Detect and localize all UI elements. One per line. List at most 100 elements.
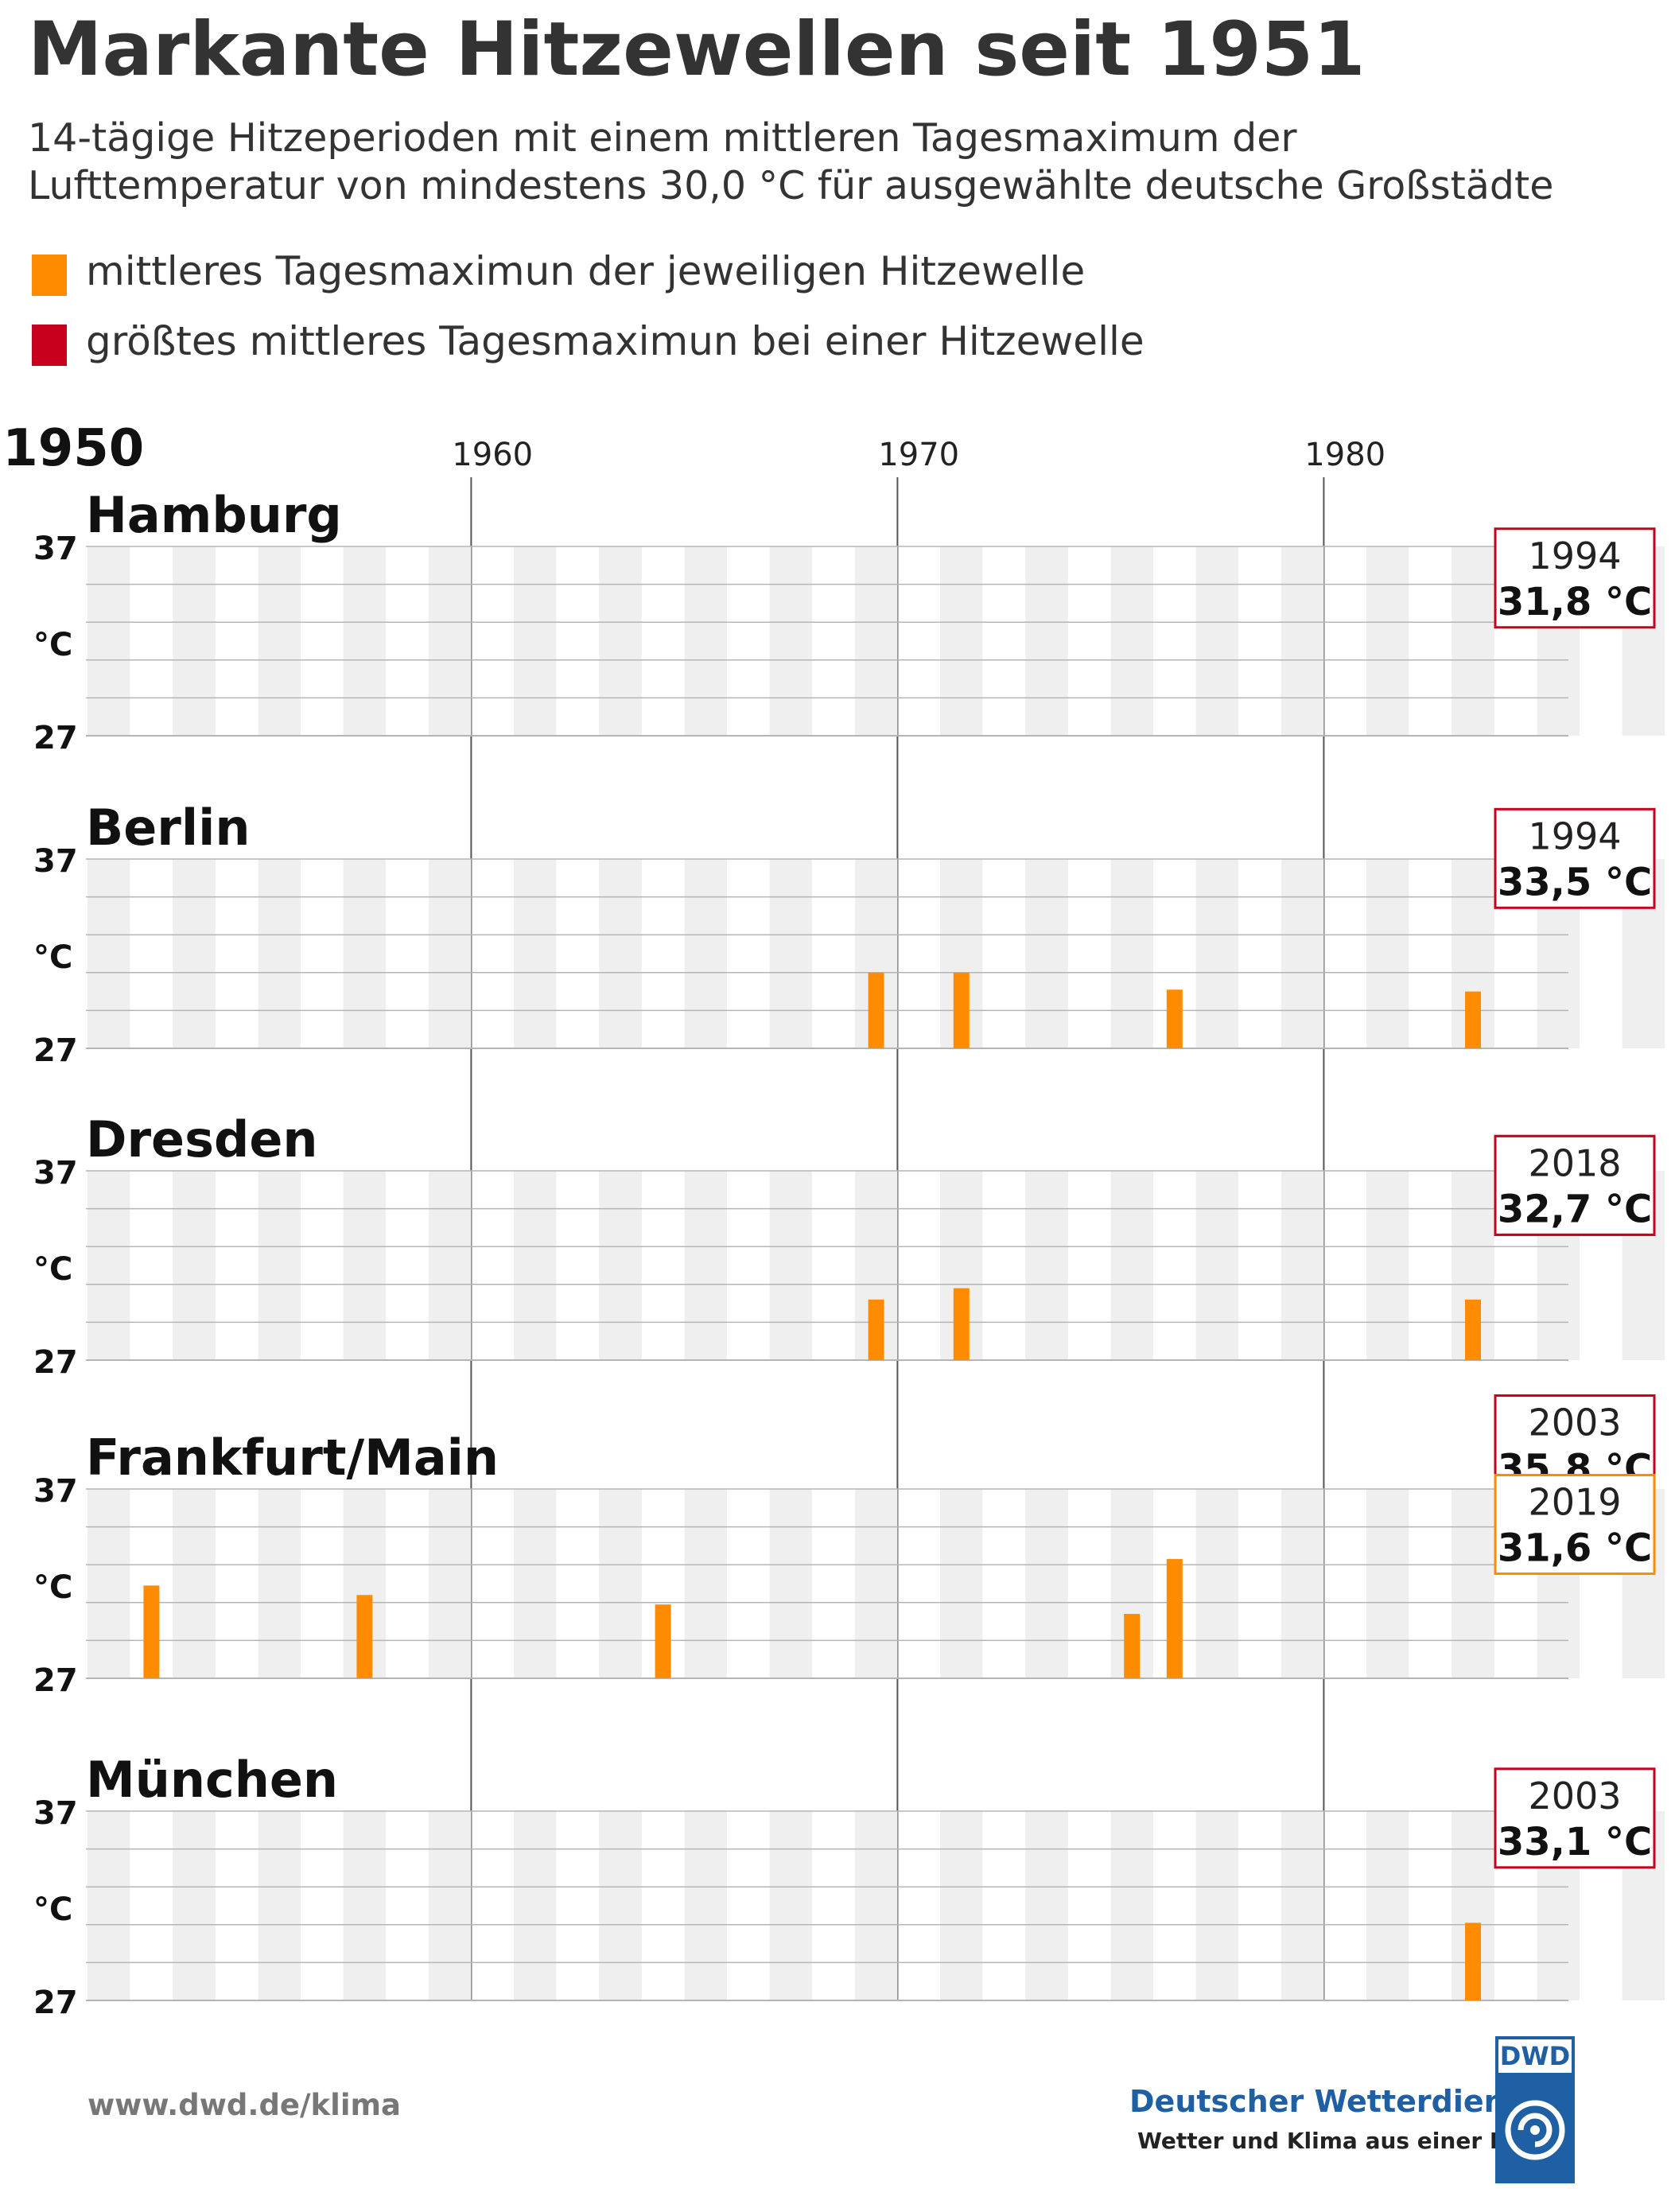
year-stripe — [684, 1171, 727, 1360]
y-tick-label: °C — [33, 1891, 72, 1928]
year-stripe — [87, 1811, 130, 2000]
annotation-year: 1994 — [1528, 814, 1621, 857]
year-stripe — [173, 859, 216, 1048]
panel-dresden: 37°C27Dresden199432,7 °C201832,7 °C — [33, 1110, 1665, 1381]
annotation-value: 32,7 °C — [1498, 1187, 1652, 1231]
y-tick-label: 37 — [33, 1473, 78, 1510]
y-tick-label: 37 — [33, 531, 78, 567]
year-stripe — [1366, 1171, 1409, 1360]
year-stripe — [258, 1171, 301, 1360]
year-stripe — [514, 1489, 557, 1678]
footer-url[interactable]: www.dwd.de/klima — [87, 2088, 402, 2122]
year-stripe — [514, 1171, 557, 1360]
year-stripe — [940, 1489, 983, 1678]
year-stripe — [854, 546, 898, 736]
year-stripe — [1025, 1489, 1068, 1678]
year-stripe — [514, 546, 557, 736]
year-stripe — [1110, 1171, 1153, 1360]
bar — [868, 972, 884, 1048]
year-stripe — [173, 1489, 216, 1678]
legend-label-regular: mittleres Tagesmaximun der jeweiligen Hi… — [86, 248, 1086, 294]
x-tick-label: 1970 — [878, 437, 959, 473]
subtitle-line-1: 14-tägige Hitzeperioden mit einem mittle… — [28, 115, 1297, 161]
bar — [143, 1585, 160, 1678]
y-tick-label: 27 — [33, 1032, 78, 1069]
year-stripe — [684, 1811, 727, 2000]
annotation-box — [1494, 527, 1656, 629]
annotation-value: 33,1 °C — [1498, 1820, 1652, 1864]
annotation-box — [1494, 1474, 1656, 1576]
year-stripe — [173, 1811, 216, 2000]
year-stripe — [1025, 546, 1068, 736]
year-stripe — [1025, 859, 1068, 1048]
x-tick-label: 1960 — [452, 437, 533, 473]
y-tick-label: °C — [33, 1251, 72, 1288]
panel-title: München — [86, 1751, 338, 1809]
year-stripe — [854, 1811, 898, 2000]
footer-slogan: Wetter und Klima aus einer Hand — [1137, 2128, 1556, 2154]
annotation-year: 2018 — [1528, 1141, 1621, 1184]
year-stripe — [514, 1811, 557, 2000]
year-stripe — [684, 859, 727, 1048]
bar — [1465, 1299, 1481, 1360]
year-stripe — [684, 1489, 727, 1678]
bar — [868, 1299, 884, 1360]
y-tick-label: 27 — [33, 720, 78, 756]
x-tick-label: 1980 — [1304, 437, 1385, 473]
annotation-box — [1494, 807, 1656, 909]
year-stripe — [428, 1171, 472, 1360]
annotation-year: 1994 — [1528, 535, 1621, 577]
y-tick-label: 27 — [33, 1344, 78, 1381]
year-stripe — [343, 1171, 387, 1360]
legend-swatch-max — [32, 325, 67, 366]
year-stripe — [428, 1811, 472, 2000]
panel-title: Berlin — [86, 799, 251, 857]
year-stripe — [1110, 859, 1153, 1048]
y-tick-label: 27 — [33, 1985, 78, 2021]
subtitle-line-2: Lufttemperatur von mindestens 30,0 °C fü… — [28, 163, 1554, 208]
year-stripe — [599, 859, 642, 1048]
bar — [356, 1595, 373, 1678]
year-stripe — [428, 859, 472, 1048]
year-stripe — [1195, 1171, 1239, 1360]
y-tick-label: °C — [33, 627, 72, 663]
year-stripe — [428, 546, 472, 736]
year-stripe — [599, 1811, 642, 2000]
year-stripe — [1025, 1811, 1068, 2000]
dwd-logo-text: DWD — [1500, 2041, 1570, 2071]
year-stripe — [1025, 1171, 1068, 1360]
page-title: Markante Hitzewellen seit 1951 — [28, 6, 1366, 93]
year-stripe — [343, 546, 387, 736]
year-stripe — [343, 1811, 387, 2000]
year-stripe — [1281, 1171, 1324, 1360]
year-stripe — [854, 1489, 898, 1678]
year-stripe — [940, 546, 983, 736]
year-stripe — [258, 1489, 301, 1678]
year-stripe — [599, 1171, 642, 1360]
year-stripe — [1195, 1489, 1239, 1678]
legend-label-max: größtes mittleres Tagesmaximun bei einer… — [86, 318, 1145, 364]
bar — [655, 1604, 671, 1678]
year-stripe — [1452, 546, 1494, 736]
bar — [1166, 1559, 1183, 1678]
year-stripe — [258, 546, 301, 736]
year-stripe — [1195, 859, 1239, 1048]
panel-title: Hamburg — [86, 486, 342, 544]
year-stripe — [1366, 546, 1409, 736]
annotation-value: 33,5 °C — [1498, 860, 1652, 904]
bar — [1124, 1614, 1141, 1678]
year-stripe — [1110, 546, 1153, 736]
year-stripe — [1452, 1489, 1494, 1678]
year-stripe — [1281, 859, 1324, 1048]
year-stripe — [258, 859, 301, 1048]
dwd-logo: DWD — [1495, 2036, 1575, 2183]
annotation-year: 2003 — [1528, 1401, 1621, 1444]
year-stripe — [769, 859, 813, 1048]
heatwave-chart: 1950196019701980199020002010201937°C27Ha… — [2, 419, 1665, 2021]
year-stripe — [87, 1489, 130, 1678]
annotation-box — [1494, 1767, 1656, 1869]
